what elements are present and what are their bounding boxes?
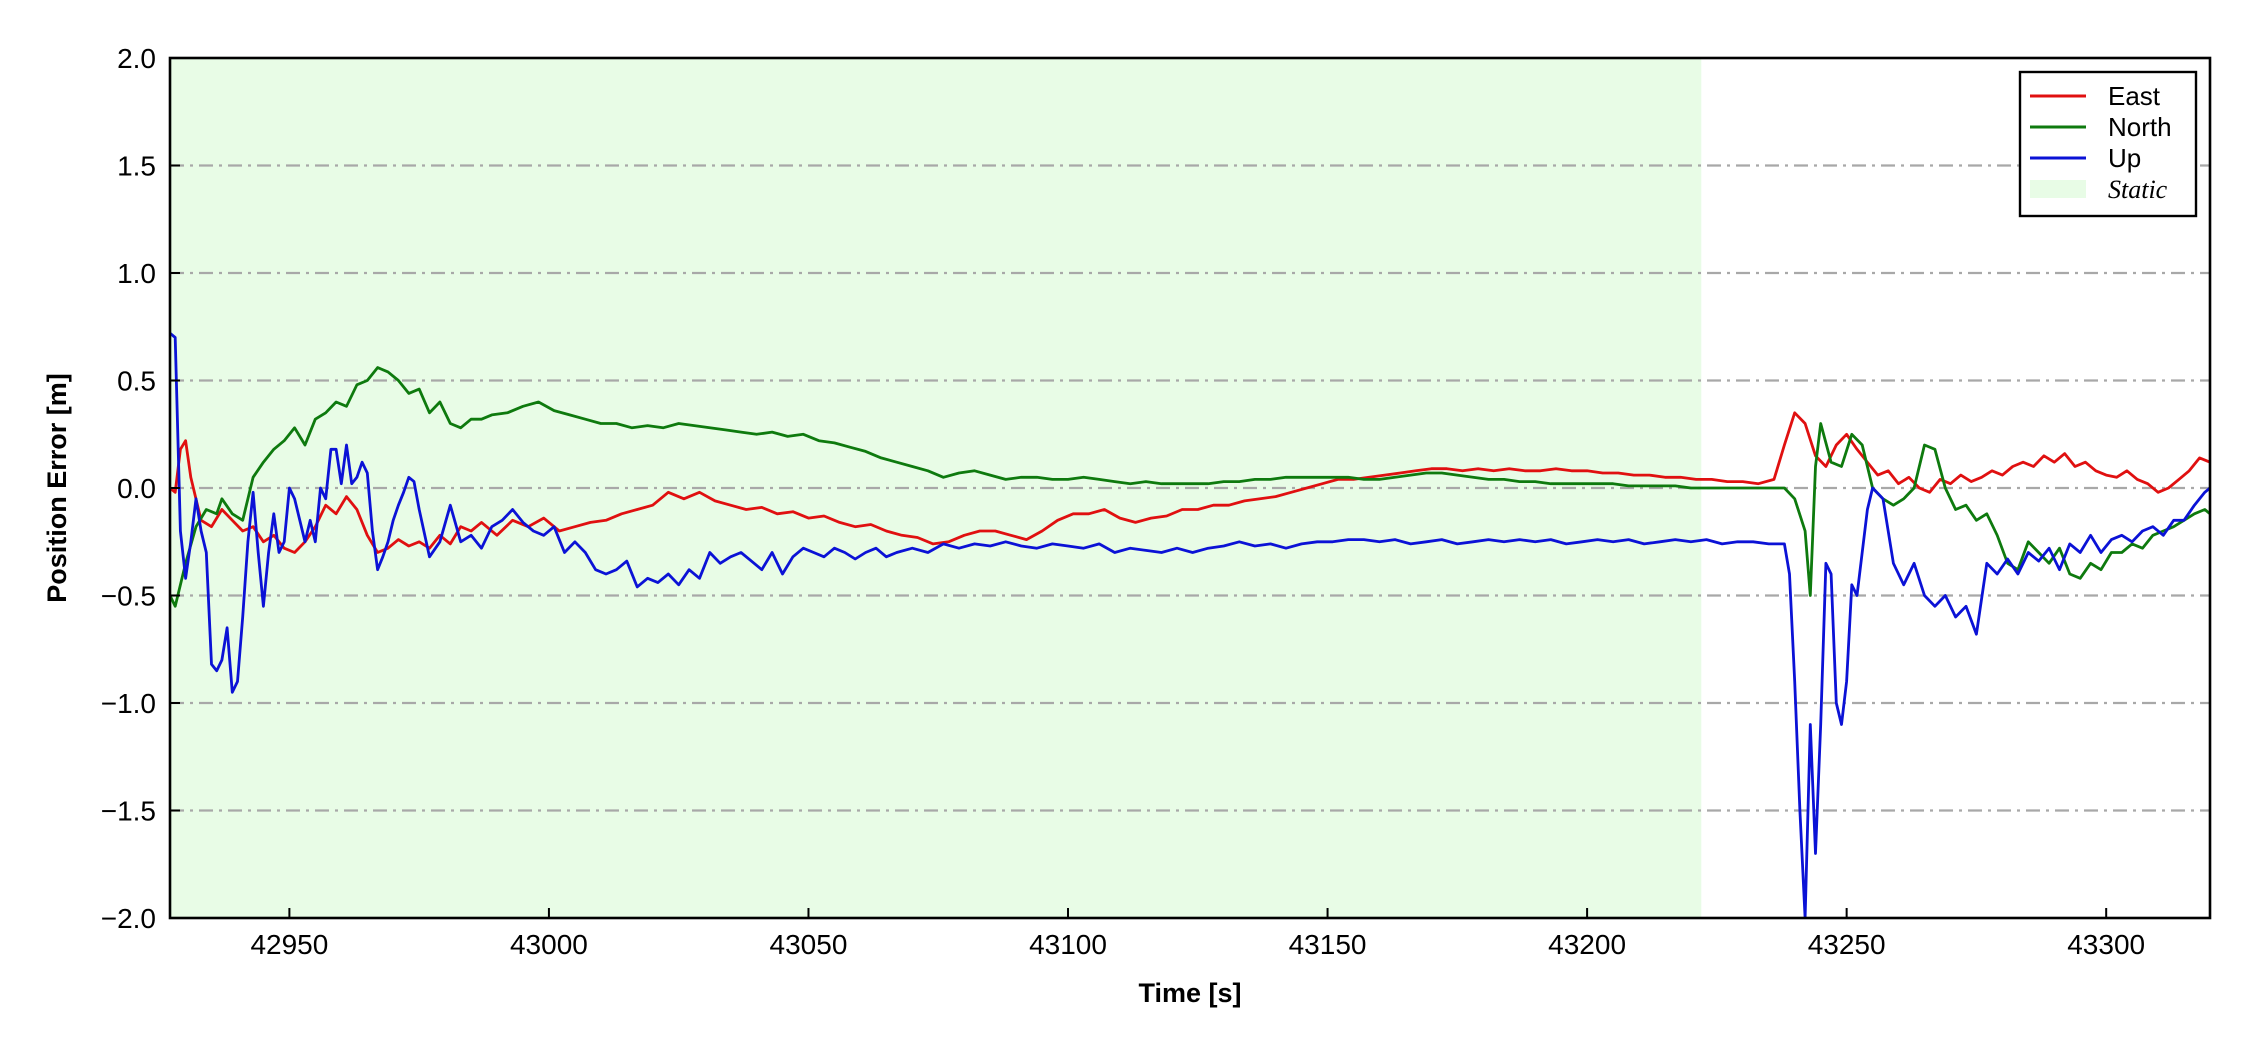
- x-tick-label: 43300: [2067, 929, 2145, 960]
- x-tick-label: 43150: [1289, 929, 1367, 960]
- y-tick-label: −0.5: [101, 581, 156, 612]
- x-axis-title: Time [s]: [1138, 978, 1241, 1008]
- series-line-north: [170, 366, 2210, 608]
- legend-label-static: Static: [2108, 175, 2168, 204]
- legend-label-east: East: [2108, 81, 2161, 111]
- legend-label-north: North: [2108, 112, 2172, 142]
- x-tick-label: 42950: [250, 929, 328, 960]
- y-tick-label: 2.0: [117, 43, 156, 74]
- y-tick-label: 0.5: [117, 366, 156, 397]
- x-tick-label: 43000: [510, 929, 588, 960]
- grid-lines: [170, 164, 2210, 812]
- series-lines: [170, 332, 2210, 918]
- legend-swatch-static: [2030, 180, 2086, 198]
- axis-ticks: 42950 43000 43050 43100 43150 43200 43250 43300…: [101, 43, 2145, 960]
- axis-titles: Time [s] Position Error [m]: [42, 373, 1242, 1008]
- y-tick-label: −2.0: [101, 903, 156, 934]
- x-tick-label: 43100: [1029, 929, 1107, 960]
- y-tick-label: 1.0: [117, 258, 156, 289]
- y-tick-label: 1.5: [117, 151, 156, 182]
- y-tick-label: 0.0: [117, 473, 156, 504]
- x-tick-label: 43050: [770, 929, 848, 960]
- x-tick-label: 43200: [1548, 929, 1626, 960]
- y-axis-title: Position Error [m]: [42, 373, 72, 603]
- y-tick-label: −1.5: [101, 796, 156, 827]
- legend-label-up: Up: [2108, 143, 2141, 173]
- x-tick-label: 43250: [1808, 929, 1886, 960]
- y-tick-label: −1.0: [101, 688, 156, 719]
- series-line-up: [170, 332, 2210, 918]
- series-line-east: [170, 411, 2210, 554]
